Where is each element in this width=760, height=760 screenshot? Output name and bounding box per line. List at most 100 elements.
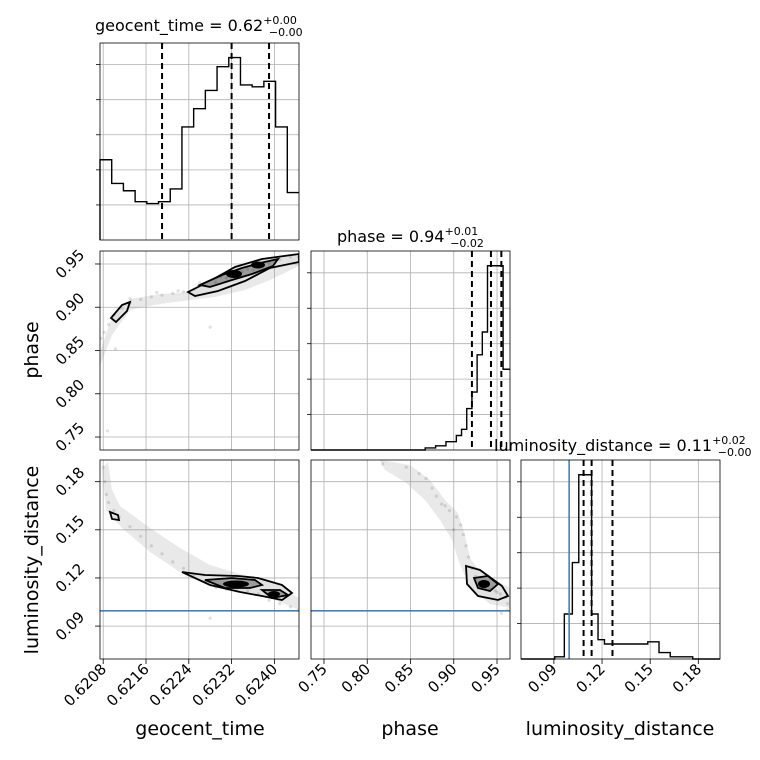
hist-geocent-time-bin-11	[229, 58, 241, 240]
hist-ld-bin-11	[614, 644, 625, 659]
grid-ld-hist	[517, 460, 720, 659]
ytick-label-phase-2: 0.85	[52, 332, 88, 368]
hist-geocent-time-marks	[99, 43, 299, 240]
xtick-label-phase-1: 0.80	[338, 660, 374, 696]
ld-vs-geocent-time-sample-6	[128, 525, 132, 529]
xtick-label-luminosity_distance-0: 0.09	[524, 660, 560, 696]
phase-vs-geocent-time-sample-30	[272, 260, 276, 264]
hist-phase-bin-13	[446, 442, 456, 450]
title-phase-name: phase	[337, 227, 385, 246]
grid-phase-vs-geocent-time	[100, 251, 299, 450]
ld-vs-geocent-time-sample-17	[246, 589, 250, 593]
ld-vs-geocent-time-sample-5	[117, 515, 121, 519]
title-geocent-time: geocent_time = 0.62+0.00 −0.00	[95, 14, 303, 39]
ld-vs-phase-sample-14	[473, 574, 477, 578]
ld-vs-geocent-time-sample-18	[256, 592, 260, 596]
phase-vs-geocent-time-sample-10	[181, 290, 186, 294]
ld-vs-geocent-time-sample-15	[224, 587, 228, 591]
ld-vs-phase-sample-1	[404, 465, 408, 469]
title-luminosity-distance: luminosity_distance = 0.11+0.02 −0.00	[494, 434, 752, 459]
phase-vs-geocent-time-sample-12	[203, 284, 207, 288]
y-axis-label-phase: phase	[21, 321, 43, 378]
phase-vs-geocent-time-sample-18	[267, 261, 271, 265]
title-geocent-time-eq: =	[204, 16, 228, 35]
ld-vs-phase-sample-9	[459, 523, 463, 527]
ld-vs-phase-sample-26	[495, 590, 499, 594]
title-phase: phase = 0.94+0.01 −0.02	[337, 225, 484, 250]
ld-vs-geocent-time-sample-11	[181, 566, 186, 570]
hist-geocent-time-bin-2	[123, 191, 135, 240]
ld-vs-phase-sample-7	[447, 508, 452, 513]
phase-vs-geocent-time-sample-5	[128, 301, 132, 305]
ld-vs-phase-sample-3	[424, 476, 428, 481]
hist-phase-bin-15	[462, 429, 467, 450]
hist-geocent-time-step	[99, 56, 299, 240]
ytick-label-phase-1: 0.80	[52, 376, 88, 412]
ld-vs-phase-sample-0	[381, 462, 385, 466]
title-ld-eq: =	[653, 436, 677, 455]
ld-vs-phase-sample-13	[470, 566, 474, 570]
ytick-label-phase-0: 0.75	[52, 419, 88, 455]
ld-vs-phase-sample-12	[466, 555, 471, 559]
hist-phase-bin-21	[493, 266, 498, 450]
title-ld-minus: −0.00	[718, 446, 752, 459]
phase-vs-geocent-time-sample-28	[240, 270, 244, 274]
ld-vs-phase-sample-17	[488, 587, 492, 591]
ld-vs-geocent-time-sample-21	[288, 605, 293, 609]
x-axis-label-luminosity-distance: luminosity_distance	[526, 718, 715, 740]
phase-vs-geocent-time-sample-2	[106, 322, 111, 327]
ytick-label-luminosity_distance-0: 0.09	[52, 608, 88, 644]
title-ld-name: luminosity_distance	[494, 436, 653, 456]
ld-vs-geocent-time-sample-16	[235, 589, 239, 593]
y-axis-label-luminosity-distance: luminosity_distance	[21, 466, 43, 655]
phase-vs-geocent-time-sample-17	[256, 264, 260, 269]
hist-geocent-time-bin-4	[147, 204, 159, 240]
ld-vs-geocent-time-sample-13	[203, 579, 207, 583]
hist-geocent-time-bin-3	[135, 202, 147, 240]
grid-ld-vs-phase	[311, 460, 510, 659]
phase-vs-geocent-time-sample-7	[149, 295, 153, 299]
ld-vs-geocent-time-sample-1	[103, 480, 107, 484]
ld-vs-geocent-time-sample-10	[171, 560, 175, 564]
ld-vs-geocent-time-sample-12	[192, 573, 196, 577]
samples-ld-vs-phase	[381, 462, 510, 615]
title-geocent-time-median: 0.62	[228, 16, 264, 35]
phase-vs-geocent-time-sample-19	[278, 258, 282, 262]
xtick-label-geocent_time-1: 0.6216	[103, 660, 153, 710]
panel-phase-vs-geocent-time	[99, 250, 300, 451]
phase-vs-geocent-time-sample-27	[197, 281, 202, 285]
ld-vs-phase-sample-18	[493, 589, 497, 593]
ld-vs-phase-sample-6	[440, 502, 444, 506]
ld-vs-geocent-time-sample-9	[160, 552, 164, 556]
frame-ld-hist	[520, 459, 721, 660]
hist-geocent-time-bin-0	[100, 160, 112, 240]
phase-vs-geocent-time-sample-3	[112, 313, 116, 317]
contour-upper-tail	[108, 510, 121, 522]
ytick-label-phase-4: 0.95	[52, 246, 88, 282]
phase-vs-geocent-time-sample-24	[113, 347, 118, 351]
phase-vs-geocent-time-sample-29	[251, 268, 255, 272]
density-band	[100, 254, 299, 366]
xtick-label-geocent_time-2: 0.6224	[146, 660, 196, 710]
xtick-label-phase-4: 0.95	[468, 660, 504, 696]
phase-vs-geocent-time-sample-32	[176, 289, 180, 293]
title-phase-median: 0.94	[409, 227, 445, 246]
contour-inner	[478, 580, 490, 588]
phase-vs-geocent-time-sample-11	[192, 287, 196, 291]
ld-vs-phase-sample-21	[505, 602, 510, 606]
ld-vs-phase-sample-24	[452, 528, 456, 532]
hist-ld-bin-12	[625, 644, 636, 659]
hist-ld-bin-9	[598, 640, 604, 659]
frame-ld-vs-geocent-time	[99, 459, 300, 660]
phase-vs-geocent-time-sample-26	[155, 290, 159, 295]
ld-vs-geocent-time-sample-0	[101, 465, 105, 469]
title-ld-plus: +0.02	[712, 434, 746, 447]
xtick-label-geocent_time-0: 0.6208	[60, 660, 110, 710]
contour-inner-a	[223, 580, 249, 588]
xtick-label-geocent_time-3: 0.6232	[189, 660, 239, 710]
title-phase-minus: −0.02	[450, 237, 484, 250]
phase-vs-geocent-time-sample-15	[235, 271, 239, 276]
hist-geocent-time-bin-8	[194, 109, 206, 240]
